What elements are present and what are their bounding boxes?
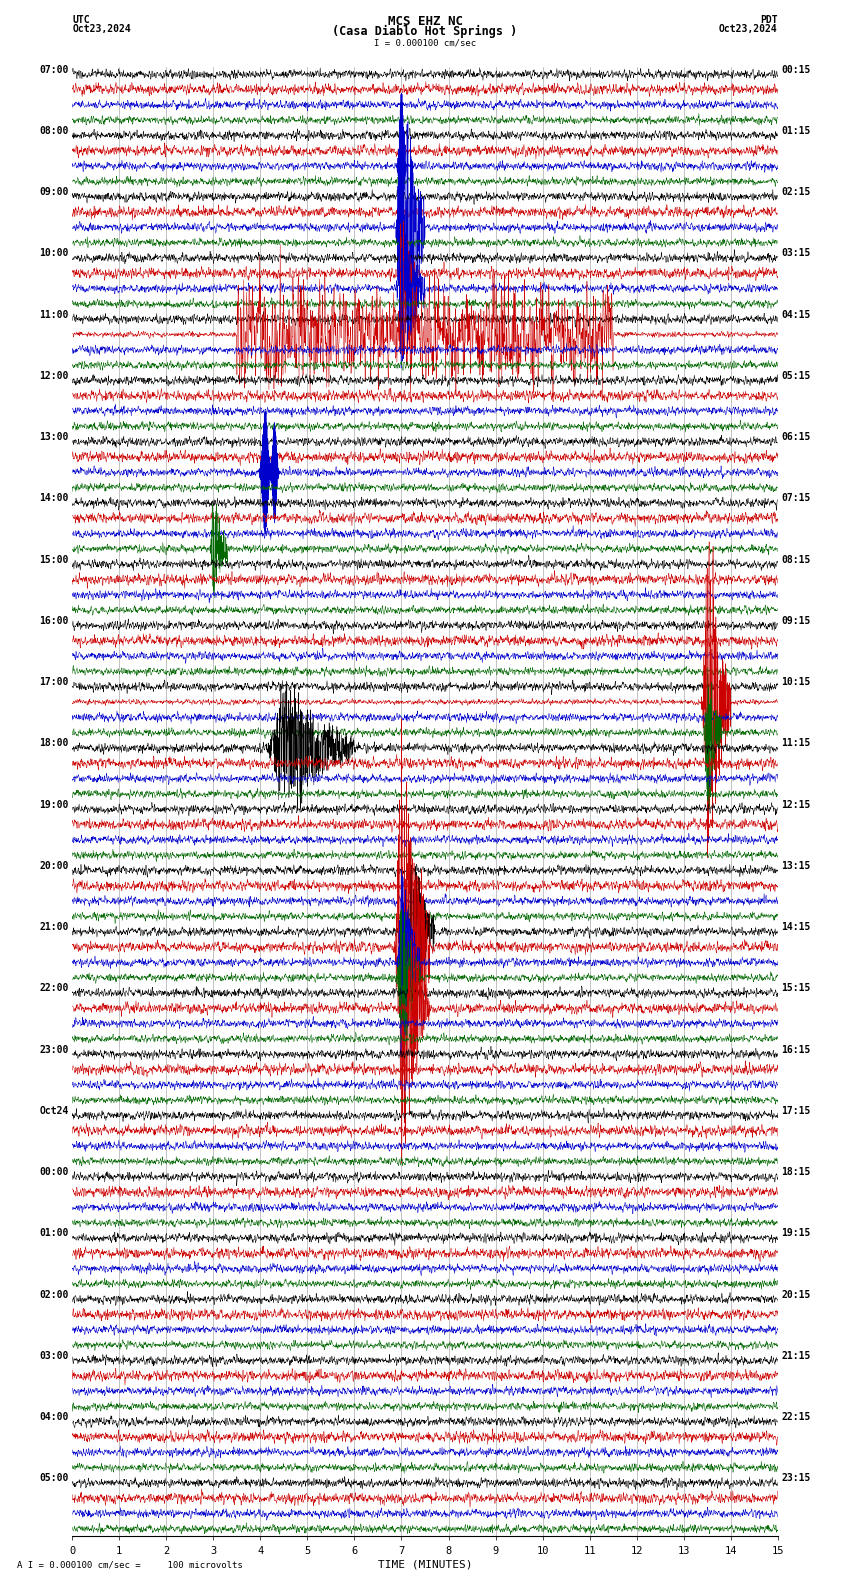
Text: 03:00: 03:00 — [39, 1351, 69, 1361]
Text: 19:15: 19:15 — [781, 1228, 811, 1239]
Text: 16:00: 16:00 — [39, 616, 69, 626]
Text: 08:00: 08:00 — [39, 125, 69, 136]
Text: 15:00: 15:00 — [39, 554, 69, 564]
Text: 05:15: 05:15 — [781, 371, 811, 380]
Text: 00:00: 00:00 — [39, 1167, 69, 1177]
Text: 13:00: 13:00 — [39, 432, 69, 442]
Text: 16:15: 16:15 — [781, 1044, 811, 1055]
Text: A I = 0.000100 cm/sec =     100 microvolts: A I = 0.000100 cm/sec = 100 microvolts — [17, 1560, 243, 1570]
Text: 20:15: 20:15 — [781, 1289, 811, 1299]
Text: 11:00: 11:00 — [39, 309, 69, 320]
Text: Oct24: Oct24 — [39, 1106, 69, 1115]
Text: 17:00: 17:00 — [39, 676, 69, 687]
Text: 18:00: 18:00 — [39, 738, 69, 748]
Text: 03:15: 03:15 — [781, 249, 811, 258]
Text: 14:00: 14:00 — [39, 493, 69, 504]
Text: 23:00: 23:00 — [39, 1044, 69, 1055]
Text: 07:00: 07:00 — [39, 65, 69, 74]
Text: 02:00: 02:00 — [39, 1289, 69, 1299]
Text: 08:15: 08:15 — [781, 554, 811, 564]
Text: 22:15: 22:15 — [781, 1411, 811, 1422]
Text: 22:00: 22:00 — [39, 984, 69, 993]
Text: 04:00: 04:00 — [39, 1411, 69, 1422]
Text: 00:15: 00:15 — [781, 65, 811, 74]
Text: 01:15: 01:15 — [781, 125, 811, 136]
Text: 06:15: 06:15 — [781, 432, 811, 442]
Text: 05:00: 05:00 — [39, 1473, 69, 1483]
Text: 09:15: 09:15 — [781, 616, 811, 626]
Text: 21:15: 21:15 — [781, 1351, 811, 1361]
Text: 19:00: 19:00 — [39, 800, 69, 809]
Text: 10:15: 10:15 — [781, 676, 811, 687]
Text: PDT: PDT — [760, 14, 778, 25]
Text: I = 0.000100 cm/sec: I = 0.000100 cm/sec — [374, 38, 476, 48]
Text: 23:15: 23:15 — [781, 1473, 811, 1483]
Text: MCS EHZ NC: MCS EHZ NC — [388, 14, 462, 29]
Text: 07:15: 07:15 — [781, 493, 811, 504]
Text: 14:15: 14:15 — [781, 922, 811, 931]
Text: 18:15: 18:15 — [781, 1167, 811, 1177]
Text: 01:00: 01:00 — [39, 1228, 69, 1239]
Text: UTC: UTC — [72, 14, 90, 25]
Text: 11:15: 11:15 — [781, 738, 811, 748]
Text: 15:15: 15:15 — [781, 984, 811, 993]
Text: 12:00: 12:00 — [39, 371, 69, 380]
Text: 04:15: 04:15 — [781, 309, 811, 320]
Text: 09:00: 09:00 — [39, 187, 69, 196]
Text: 10:00: 10:00 — [39, 249, 69, 258]
Text: 02:15: 02:15 — [781, 187, 811, 196]
Text: Oct23,2024: Oct23,2024 — [72, 24, 131, 33]
Text: Oct23,2024: Oct23,2024 — [719, 24, 778, 33]
Text: 20:00: 20:00 — [39, 860, 69, 871]
X-axis label: TIME (MINUTES): TIME (MINUTES) — [377, 1560, 473, 1570]
Text: (Casa Diablo Hot Springs ): (Casa Diablo Hot Springs ) — [332, 25, 518, 38]
Text: 17:15: 17:15 — [781, 1106, 811, 1115]
Text: 21:00: 21:00 — [39, 922, 69, 931]
Text: 13:15: 13:15 — [781, 860, 811, 871]
Text: 12:15: 12:15 — [781, 800, 811, 809]
